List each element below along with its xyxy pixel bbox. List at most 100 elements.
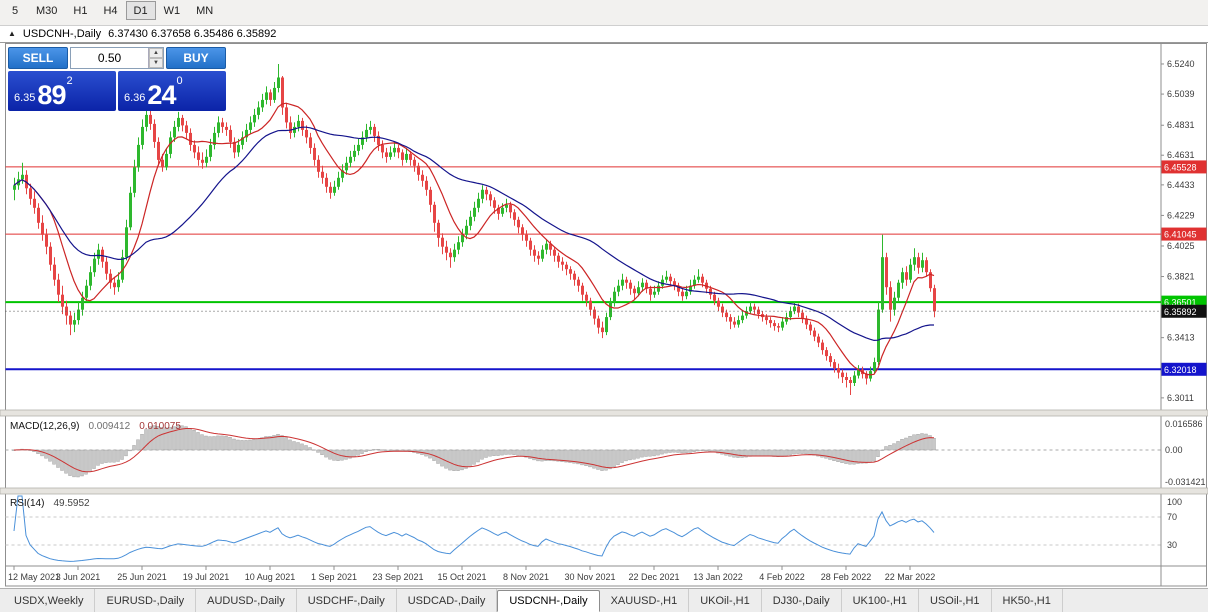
date-label: 15 Oct 2021 <box>437 572 486 582</box>
date-label: 3 Jun 2021 <box>56 572 101 582</box>
macd-signal-line <box>13 428 935 473</box>
price-axis-label: 6.5240 <box>1167 59 1195 69</box>
chart-tab-label: USDCHF-,Daily <box>307 594 385 607</box>
timeframe-button-d1[interactable]: D1 <box>125 1 156 20</box>
current-price-tag: 6.35892 <box>1161 304 1207 318</box>
lot-decrease-button[interactable]: ▼ <box>149 58 163 68</box>
buy-button[interactable]: BUY <box>166 47 226 69</box>
date-label: 22 Mar 2022 <box>885 572 936 582</box>
svg-text:6.36501: 6.36501 <box>1164 298 1197 308</box>
rsi-indicator-label: RSI(14) 49.5952 <box>10 498 90 509</box>
chart-tab-usdx[interactable]: USDX,Weekly <box>3 589 96 612</box>
price-axis-label: 6.4831 <box>1167 120 1195 130</box>
chart-tab-usoil[interactable]: USOil-,H1 <box>919 589 992 612</box>
date-label: 28 Feb 2022 <box>821 572 872 582</box>
lot-size-value[interactable]: 0.50 <box>97 51 122 65</box>
date-label: 1 Sep 2021 <box>311 572 357 582</box>
date-label: 13 Jan 2022 <box>693 572 743 582</box>
macd-axis-label: 0.00 <box>1165 445 1183 455</box>
panel-splitter-main-macd[interactable] <box>0 409 1208 417</box>
chart-tabs-bar: USDX,Weekly EURUSD-,Daily AUDUSD-,Daily USD… <box>0 588 1208 612</box>
chart-tab-dj30[interactable]: DJ30-,Daily <box>762 589 842 612</box>
date-label: 19 Jul 2021 <box>183 572 230 582</box>
candlesticks <box>13 64 936 395</box>
date-label: 10 Aug 2021 <box>245 572 296 582</box>
chart-tab-label: AUDUSD-,Daily <box>207 594 285 607</box>
sell-button[interactable]: SELL <box>8 47 68 69</box>
bid-price-big-digits: 89 <box>37 80 66 110</box>
trade-panel-toggle-icon[interactable]: ▲ <box>8 29 16 38</box>
chart-tab-usdcad[interactable]: USDCAD-,Daily <box>397 589 498 612</box>
one-click-trading-panel: SELL 0.50 ▲ ▼ BUY 6.35 89 2 6.36 24 0 <box>8 47 226 111</box>
svg-text:6.41045: 6.41045 <box>1164 230 1197 240</box>
date-label: 22 Dec 2021 <box>628 572 679 582</box>
date-label: 25 Jun 2021 <box>117 572 167 582</box>
timeframe-button-w1[interactable]: W1 <box>156 1 189 20</box>
timeframe-toolbar: 5 M30 H1 H4 D1 W1 MN <box>0 0 1208 26</box>
chart-tab-label: USDCNH-,Daily <box>509 595 588 607</box>
macd-axis-label: 0.016586 <box>1165 419 1203 429</box>
macd-name: MACD(12,26,9) <box>10 421 80 432</box>
chart-tab-ukoil[interactable]: UKOil-,H1 <box>689 589 762 612</box>
rsi-axis-label: 100 <box>1167 497 1182 507</box>
chart-symbol-label: USDCNH-,Daily <box>22 28 102 40</box>
timeframe-button-mn[interactable]: MN <box>188 1 221 20</box>
lot-spinner: ▲ ▼ <box>148 48 163 68</box>
chart-ohlc-values: 6.37430 6.37658 6.35486 6.35892 <box>108 28 277 40</box>
moving-average-34 <box>13 126 934 342</box>
price-axis-label: 6.3011 <box>1167 393 1194 403</box>
timeframe-button-m30[interactable]: M30 <box>28 1 65 20</box>
chart-tab-usdcnh[interactable]: USDCNH-,Daily <box>497 590 600 612</box>
macd-axis-label: -0.031421 <box>1165 477 1206 487</box>
date-label: 8 Nov 2021 <box>503 572 549 582</box>
rsi-axis-label: 70 <box>1167 512 1177 522</box>
chart-tab-label: USDX,Weekly <box>14 594 84 607</box>
price-axis-label: 6.4229 <box>1167 210 1195 220</box>
panel-splitter-macd-rsi[interactable] <box>0 487 1208 495</box>
svg-text:6.32018: 6.32018 <box>1164 365 1197 375</box>
chart-tab-label: EURUSD-,Daily <box>106 594 185 607</box>
svg-text:6.45528: 6.45528 <box>1164 162 1197 172</box>
chart-tab-label: DJ30-,Daily <box>772 594 830 607</box>
lot-increase-button[interactable]: ▲ <box>149 48 163 58</box>
rsi-line <box>13 495 935 562</box>
horizontal-level-lines <box>5 166 1161 371</box>
macd-main-value: 0.009412 <box>88 421 131 432</box>
chart-tab-label: UK100-,H1 <box>852 594 908 607</box>
chart-tab-uk100[interactable]: UK100-,H1 <box>842 589 920 612</box>
macd-indicator-label: MACD(12,26,9) 0.009412 0.010075 <box>10 421 181 432</box>
price-axis-label: 6.3413 <box>1167 333 1195 343</box>
price-axis-label: 6.5039 <box>1167 89 1195 99</box>
chart-tab-xauusd[interactable]: XAUUSD-,H1 <box>600 589 690 612</box>
ask-price-big-digits: 24 <box>147 80 176 110</box>
bid-price-box[interactable]: 6.35 89 2 <box>8 71 116 111</box>
bid-price-pip-digit: 2 <box>66 75 73 87</box>
timeframe-button-5[interactable]: 5 <box>2 1 28 20</box>
rsi-value: 49.5952 <box>53 498 90 509</box>
date-label: 4 Feb 2022 <box>759 572 805 582</box>
level-price-tag: 6.41045 <box>1161 227 1207 241</box>
chart-tab-label: HK50-,H1 <box>1002 594 1051 607</box>
lot-size-field[interactable]: 0.50 ▲ ▼ <box>70 47 164 69</box>
chart-tab-usdchf[interactable]: USDCHF-,Daily <box>297 589 397 612</box>
ask-price-prefix: 6.36 <box>124 92 146 104</box>
ask-price-box[interactable]: 6.36 24 0 <box>118 71 226 111</box>
level-price-tag: 6.45528 <box>1161 160 1207 174</box>
chart-tab-label: UKOil-,H1 <box>700 594 750 607</box>
chart-plot-background[interactable] <box>5 43 1207 587</box>
level-price-tag: 6.32018 <box>1161 362 1207 376</box>
timeframe-button-h4[interactable]: H4 <box>95 1 125 20</box>
date-label: 30 Nov 2021 <box>564 572 615 582</box>
timeframe-button-h1[interactable]: H1 <box>65 1 95 20</box>
macd-histogram <box>12 425 936 478</box>
macd-signal-value: 0.010075 <box>139 421 181 432</box>
rsi-axis-label: 30 <box>1167 540 1177 550</box>
chart-tab-eurusd[interactable]: EURUSD-,Daily <box>95 589 197 612</box>
chart-tab-audusd[interactable]: AUDUSD-,Daily <box>196 589 297 612</box>
ask-price-pip-digit: 0 <box>176 75 183 87</box>
chart-tab-hk50[interactable]: HK50-,H1 <box>992 589 1063 612</box>
price-axis-label: 6.3821 <box>1167 272 1195 282</box>
chart-tab-label: USDCAD-,Daily <box>407 594 486 607</box>
